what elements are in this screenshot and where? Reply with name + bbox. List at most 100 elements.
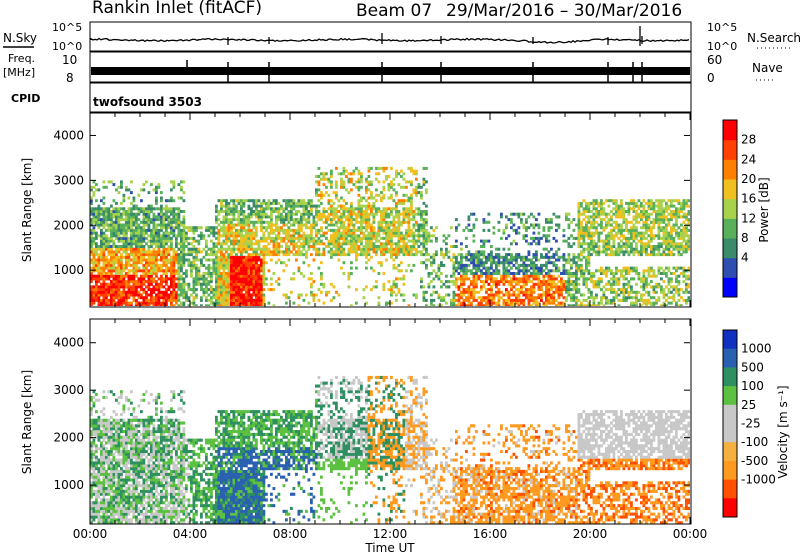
power-cell bbox=[135, 258, 138, 262]
power-cell bbox=[210, 290, 213, 294]
power-cell bbox=[460, 253, 463, 257]
power-cell bbox=[115, 201, 118, 205]
power-cell bbox=[152, 188, 156, 192]
power-cell bbox=[160, 196, 163, 200]
power-cell bbox=[227, 298, 231, 302]
power-cell bbox=[415, 296, 418, 300]
power-cell bbox=[472, 239, 476, 243]
power-cell bbox=[357, 220, 361, 224]
power-cell bbox=[362, 218, 366, 222]
power-cell bbox=[217, 280, 221, 284]
power-cell bbox=[355, 301, 358, 305]
power-cell bbox=[335, 207, 338, 211]
power-cell bbox=[527, 250, 531, 254]
power-cell bbox=[145, 263, 148, 267]
power-cell bbox=[612, 277, 616, 281]
power-cell bbox=[125, 228, 128, 232]
power-cell bbox=[425, 204, 428, 208]
power-cell bbox=[292, 272, 296, 275]
power-cell bbox=[442, 296, 446, 300]
power-cell bbox=[457, 266, 461, 270]
power-cell bbox=[90, 293, 93, 297]
power-cell bbox=[590, 210, 593, 213]
power-cell bbox=[280, 250, 283, 254]
power-cell bbox=[420, 223, 423, 227]
power-cell bbox=[555, 277, 558, 281]
power-cell bbox=[367, 169, 371, 173]
power-cell bbox=[432, 255, 436, 259]
power-cell bbox=[502, 277, 506, 281]
power-cell bbox=[102, 242, 106, 246]
power-cell bbox=[105, 207, 108, 211]
power-cell bbox=[117, 236, 121, 240]
power-cell bbox=[440, 298, 443, 302]
power-cell bbox=[367, 166, 371, 170]
power-cell bbox=[257, 258, 261, 262]
power-cell bbox=[165, 207, 168, 211]
power-cell bbox=[92, 185, 96, 189]
power-cell bbox=[575, 280, 578, 284]
power-cell bbox=[277, 258, 281, 262]
power-cell bbox=[220, 293, 223, 297]
power-cell bbox=[545, 255, 548, 259]
power-cell bbox=[147, 253, 151, 257]
power-cell bbox=[322, 250, 326, 254]
power-cell bbox=[567, 285, 571, 289]
power-cell bbox=[520, 288, 523, 292]
power-cell bbox=[332, 212, 336, 216]
power-cell bbox=[162, 220, 166, 224]
power-cell bbox=[590, 223, 593, 227]
power-cell bbox=[317, 242, 321, 246]
power-cell bbox=[140, 228, 143, 232]
power-cell bbox=[272, 304, 276, 306]
power-cell bbox=[527, 293, 531, 297]
power-cell bbox=[145, 212, 148, 216]
power-cell bbox=[225, 204, 228, 208]
power-cell bbox=[297, 296, 301, 300]
power-cell bbox=[470, 269, 473, 273]
power-cell bbox=[567, 304, 571, 306]
power-cell bbox=[120, 274, 123, 278]
power-cell bbox=[310, 236, 313, 240]
power-cell bbox=[315, 242, 318, 246]
power-cell bbox=[235, 285, 238, 289]
power-cell bbox=[495, 290, 498, 294]
power-cell bbox=[147, 304, 151, 306]
power-cell bbox=[157, 223, 161, 227]
power-cell bbox=[392, 290, 396, 294]
power-cell bbox=[227, 253, 231, 257]
power-cell bbox=[475, 258, 478, 262]
power-cell bbox=[617, 253, 621, 257]
power-cell bbox=[235, 269, 238, 273]
power-cell bbox=[107, 293, 111, 297]
power-cell bbox=[537, 226, 541, 230]
power-cell bbox=[107, 250, 111, 254]
power-cell bbox=[112, 239, 116, 243]
power-cell bbox=[595, 245, 598, 248]
power-cell bbox=[550, 293, 553, 297]
power-cell bbox=[150, 207, 153, 211]
power-cell bbox=[567, 288, 571, 292]
power-cell bbox=[182, 245, 186, 248]
power-cell bbox=[597, 247, 601, 251]
power-cell bbox=[582, 226, 586, 230]
power-cell bbox=[365, 223, 368, 227]
power-cell bbox=[152, 277, 156, 281]
power-cell bbox=[395, 231, 398, 235]
power-cell bbox=[505, 258, 508, 262]
power-cell bbox=[605, 247, 608, 251]
power-cell bbox=[115, 236, 118, 240]
power-cell bbox=[400, 293, 403, 297]
power-cell bbox=[587, 207, 591, 211]
power-cell bbox=[592, 282, 596, 286]
power-cell bbox=[547, 258, 551, 262]
power-cell bbox=[177, 288, 181, 292]
power-cell bbox=[195, 272, 198, 275]
power-cell bbox=[162, 231, 166, 235]
power-cell bbox=[427, 236, 431, 240]
power-cell bbox=[92, 239, 96, 243]
power-cell bbox=[227, 207, 231, 211]
power-cell bbox=[617, 204, 621, 208]
power-cell bbox=[152, 228, 156, 232]
power-cell bbox=[230, 226, 233, 230]
